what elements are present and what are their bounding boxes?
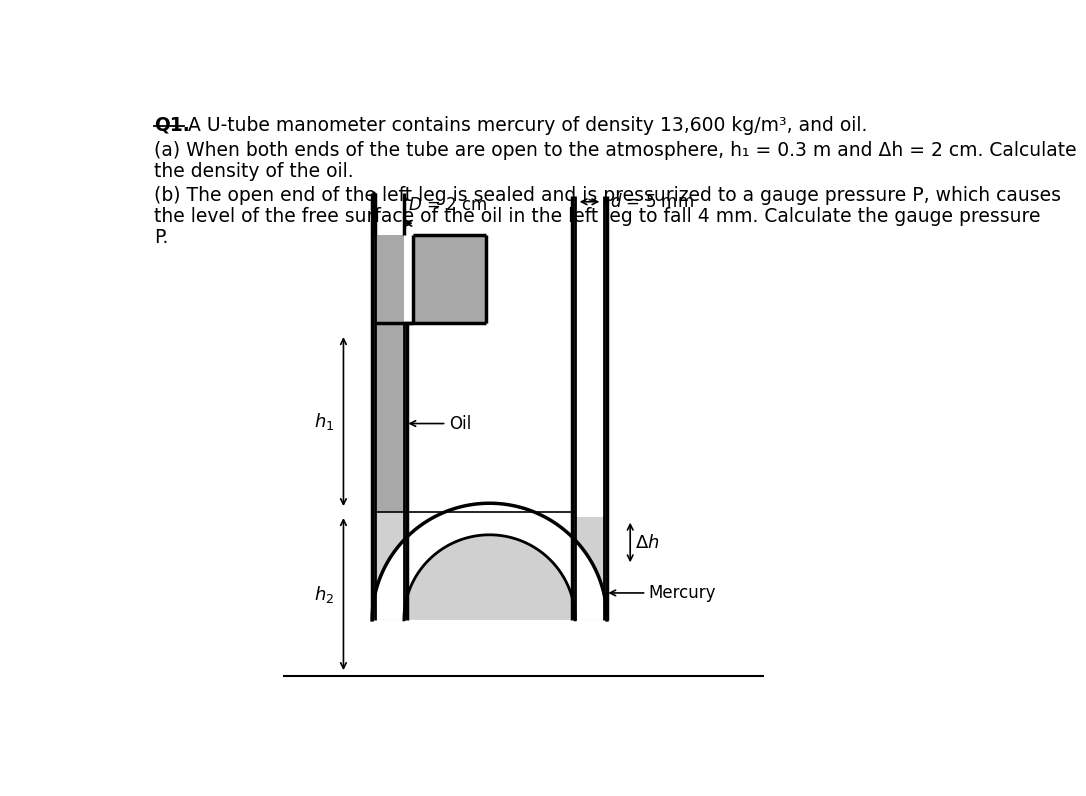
- Bar: [376, 331, 404, 512]
- Text: $h_2$: $h_2$: [314, 583, 334, 605]
- Text: (a) When both ends of the tube are open to the atmosphere, h₁ = 0.3 m and Δh = 2: (a) When both ends of the tube are open …: [154, 141, 1077, 160]
- Text: A U-tube manometer contains mercury of density 13,600 kg/m³, and oil.: A U-tube manometer contains mercury of d…: [189, 115, 868, 135]
- Polygon shape: [372, 503, 607, 620]
- Text: (b) The open end of the left leg is sealed and is pressurized to a gauge pressur: (b) The open end of the left leg is seal…: [154, 186, 1061, 205]
- Polygon shape: [376, 535, 576, 620]
- Text: $\Delta h$: $\Delta h$: [635, 533, 659, 552]
- Text: Q1.: Q1.: [154, 115, 190, 135]
- Bar: [376, 235, 404, 331]
- Text: $d$ = 5 mm: $d$ = 5 mm: [610, 193, 694, 211]
- Text: Mercury: Mercury: [648, 584, 717, 602]
- Text: Oil: Oil: [449, 415, 471, 432]
- Bar: [413, 235, 487, 323]
- Text: the level of the free surface of the oil in the left leg to fall 4 mm. Calculate: the level of the free surface of the oil…: [154, 207, 1040, 226]
- Bar: [576, 517, 604, 620]
- Text: $D$ = 2 cm: $D$ = 2 cm: [407, 196, 487, 214]
- Text: the density of the oil.: the density of the oil.: [154, 162, 354, 181]
- Text: P.: P.: [154, 228, 168, 247]
- Text: $h_1$: $h_1$: [314, 411, 334, 432]
- Bar: [376, 512, 404, 620]
